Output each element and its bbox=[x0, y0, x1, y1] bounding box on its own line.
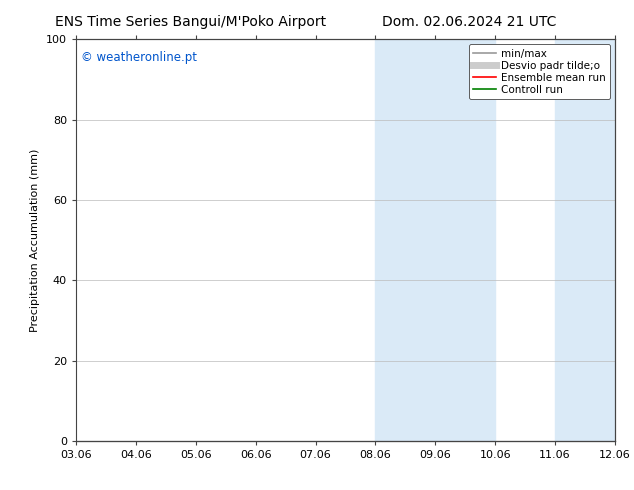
Bar bbox=[375, 39, 495, 441]
Y-axis label: Precipitation Accumulation (mm): Precipitation Accumulation (mm) bbox=[30, 148, 41, 332]
Bar bbox=[555, 39, 615, 441]
Text: ENS Time Series Bangui/M'Poko Airport: ENS Time Series Bangui/M'Poko Airport bbox=[55, 15, 326, 29]
Text: Dom. 02.06.2024 21 UTC: Dom. 02.06.2024 21 UTC bbox=[382, 15, 557, 29]
Legend: min/max, Desvio padr tilde;o, Ensemble mean run, Controll run: min/max, Desvio padr tilde;o, Ensemble m… bbox=[469, 45, 610, 99]
Text: © weatheronline.pt: © weatheronline.pt bbox=[81, 51, 197, 64]
